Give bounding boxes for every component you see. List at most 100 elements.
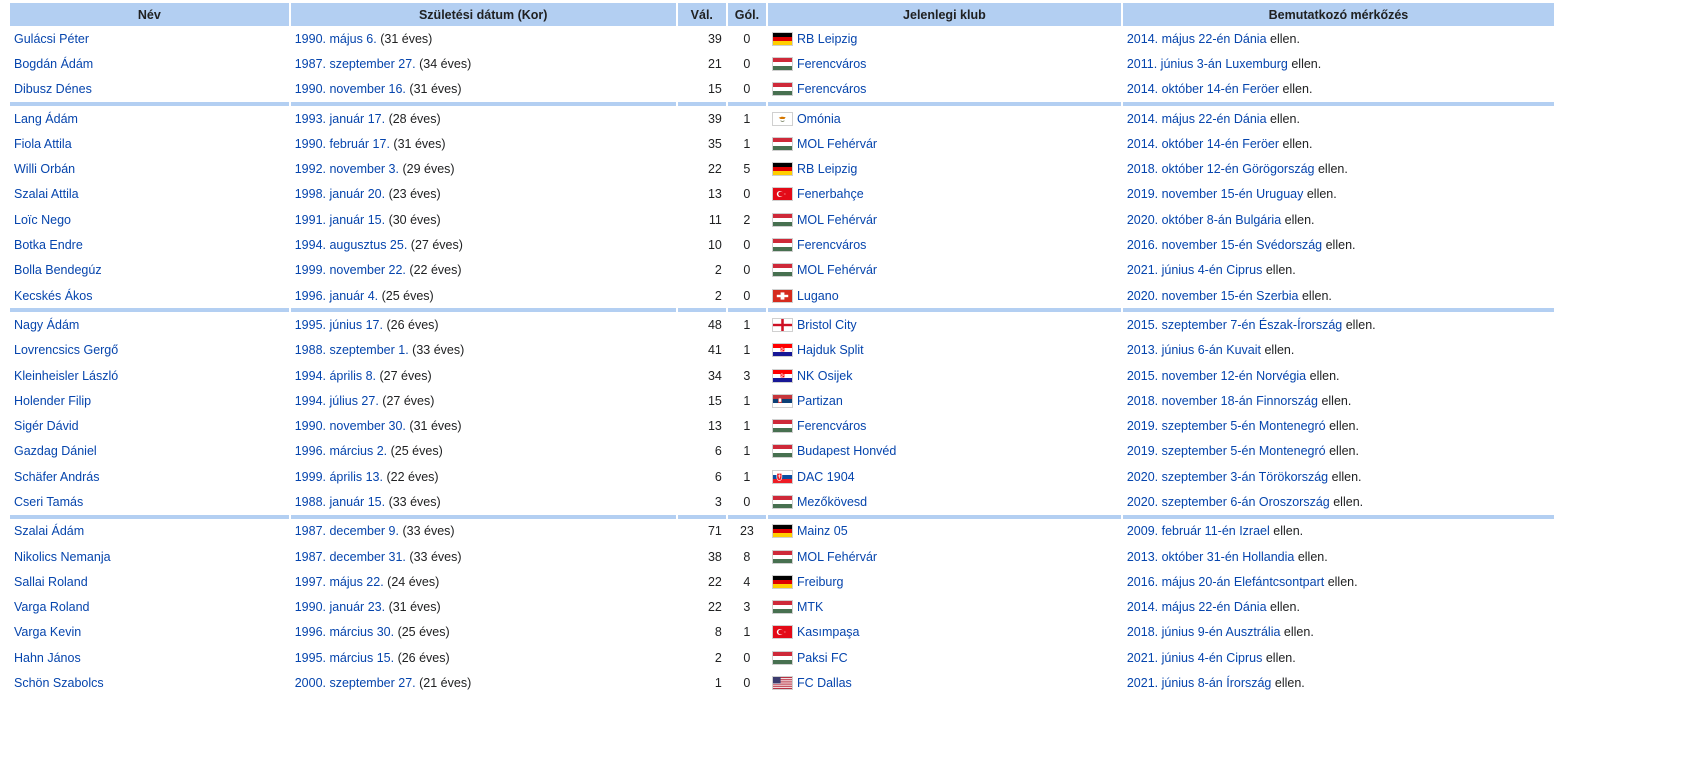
debut-date-link[interactable]: 2015. november 12-én	[1126, 368, 1253, 383]
debut-date-link[interactable]: 2019. szeptember 5-én	[1126, 444, 1256, 459]
birth-date-link[interactable]: 1999. április 13.	[294, 469, 383, 484]
debut-opponent-link[interactable]: Oroszország	[1258, 494, 1330, 509]
debut-opponent-link[interactable]: Feröer	[1242, 82, 1280, 97]
birth-date-link[interactable]: 1996. március 30.	[294, 625, 395, 640]
player-name-link[interactable]: Schäfer András	[14, 469, 100, 484]
player-name-link[interactable]: Varga Roland	[14, 600, 90, 615]
birth-date-link[interactable]: 1990. január 23.	[294, 600, 386, 615]
debut-date-link[interactable]: 2016. május 20-án	[1126, 574, 1231, 589]
debut-opponent-link[interactable]: Luxemburg	[1225, 56, 1288, 71]
debut-date-link[interactable]: 2016. november 15-én	[1126, 238, 1253, 253]
player-name-link[interactable]: Sigér Dávid	[14, 419, 79, 434]
club-link[interactable]: Ferencváros	[796, 419, 867, 434]
debut-date-link[interactable]: 2018. november 18-án	[1126, 393, 1253, 408]
debut-date-link[interactable]: 2015. szeptember 7-én	[1126, 317, 1256, 332]
club-link[interactable]: Ferencváros	[796, 56, 867, 71]
club-link[interactable]: Mainz 05	[796, 524, 848, 539]
birth-date-link[interactable]: 1987. december 9.	[294, 524, 399, 539]
debut-opponent-link[interactable]: Montenegró	[1258, 419, 1326, 434]
birth-date-link[interactable]: 1994. július 27.	[294, 393, 379, 408]
debut-date-link[interactable]: 2009. február 11-én	[1126, 524, 1236, 539]
player-name-link[interactable]: Schön Szabolcs	[14, 676, 104, 691]
debut-opponent-link[interactable]: Izrael	[1239, 524, 1270, 539]
debut-date-link[interactable]: 2014. október 14-én	[1126, 82, 1239, 97]
club-link[interactable]: MTK	[796, 600, 824, 615]
debut-opponent-link[interactable]: Ciprus	[1226, 263, 1263, 278]
player-name-link[interactable]: Nikolics Nemanja	[14, 549, 111, 564]
debut-opponent-link[interactable]: Dánia	[1233, 31, 1267, 46]
debut-opponent-link[interactable]: Szerbia	[1256, 288, 1299, 303]
debut-date-link[interactable]: 2021. június 4-én	[1126, 650, 1223, 665]
club-link[interactable]: Freiburg	[796, 574, 844, 589]
debut-opponent-link[interactable]: Törökország	[1258, 469, 1329, 484]
debut-opponent-link[interactable]: Dánia	[1233, 600, 1267, 615]
debut-date-link[interactable]: 2020. november 15-én	[1126, 288, 1253, 303]
birth-date-link[interactable]: 1993. január 17.	[294, 111, 386, 126]
player-name-link[interactable]: Bolla Bendegúz	[14, 263, 102, 278]
debut-opponent-link[interactable]: Észak-Írország	[1258, 317, 1343, 332]
debut-opponent-link[interactable]: Kuvait	[1226, 343, 1261, 358]
debut-opponent-link[interactable]: Svédország	[1256, 238, 1323, 253]
club-link[interactable]: Lugano	[796, 288, 839, 303]
debut-date-link[interactable]: 2013. október 31-én	[1126, 549, 1239, 564]
birth-date-link[interactable]: 1988. január 15.	[294, 494, 386, 509]
debut-opponent-link[interactable]: Montenegró	[1258, 444, 1326, 459]
player-name-link[interactable]: Dibusz Dénes	[14, 82, 92, 97]
birth-date-link[interactable]: 1998. január 20.	[294, 187, 386, 202]
birth-date-link[interactable]: 1994. április 8.	[294, 368, 377, 383]
birth-date-link[interactable]: 2000. szeptember 27.	[294, 676, 416, 691]
birth-date-link[interactable]: 1994. augusztus 25.	[294, 238, 408, 253]
birth-date-link[interactable]: 1999. november 22.	[294, 263, 406, 278]
player-name-link[interactable]: Botka Endre	[14, 238, 83, 253]
club-link[interactable]: MOL Fehérvár	[796, 263, 878, 278]
debut-date-link[interactable]: 2020. szeptember 6-án	[1126, 494, 1256, 509]
player-name-link[interactable]: Sallai Roland	[14, 574, 88, 589]
birth-date-link[interactable]: 1987. szeptember 27.	[294, 56, 416, 71]
birth-date-link[interactable]: 1997. május 22.	[294, 574, 384, 589]
birth-date-link[interactable]: 1988. szeptember 1.	[294, 343, 409, 358]
debut-date-link[interactable]: 2019. szeptember 5-én	[1126, 419, 1256, 434]
birth-date-link[interactable]: 1992. november 3.	[294, 162, 399, 177]
club-link[interactable]: Paksi FC	[796, 650, 848, 665]
player-name-link[interactable]: Nagy Ádám	[14, 317, 80, 332]
debut-date-link[interactable]: 2020. szeptember 3-án	[1126, 469, 1256, 484]
debut-opponent-link[interactable]: Hollandia	[1242, 549, 1295, 564]
player-name-link[interactable]: Gazdag Dániel	[14, 444, 97, 459]
player-name-link[interactable]: Lovrencsics Gergő	[14, 343, 119, 358]
club-link[interactable]: Ferencváros	[796, 238, 867, 253]
player-name-link[interactable]: Cseri Tamás	[14, 494, 84, 509]
debut-opponent-link[interactable]: Ciprus	[1226, 650, 1263, 665]
player-name-link[interactable]: Kleinheisler László	[14, 368, 119, 383]
player-name-link[interactable]: Varga Kevin	[14, 625, 82, 640]
player-name-link[interactable]: Gulácsi Péter	[14, 31, 90, 46]
debut-date-link[interactable]: 2019. november 15-én	[1126, 187, 1253, 202]
club-link[interactable]: Hajduk Split	[796, 343, 864, 358]
col-header-dob[interactable]: Születési dátum (Kor)	[290, 3, 676, 26]
birth-date-link[interactable]: 1990. február 17.	[294, 136, 390, 151]
club-link[interactable]: Ferencváros	[796, 82, 867, 97]
birth-date-link[interactable]: 1990. november 30.	[294, 419, 406, 434]
col-header-goals[interactable]: Gól.	[727, 3, 766, 26]
club-link[interactable]: MOL Fehérvár	[796, 549, 878, 564]
club-link[interactable]: Omónia	[796, 111, 841, 126]
birth-date-link[interactable]: 1995. június 17.	[294, 317, 383, 332]
col-header-name[interactable]: Név	[10, 3, 289, 26]
club-link[interactable]: RB Leipzig	[796, 162, 858, 177]
birth-date-link[interactable]: 1991. január 15.	[294, 212, 386, 227]
player-name-link[interactable]: Willi Orbán	[14, 162, 76, 177]
debut-date-link[interactable]: 2014. május 22-én	[1126, 31, 1231, 46]
birth-date-link[interactable]: 1996. március 2.	[294, 444, 388, 459]
birth-date-link[interactable]: 1990. május 6.	[294, 31, 377, 46]
debut-date-link[interactable]: 2021. június 4-én	[1126, 263, 1223, 278]
player-name-link[interactable]: Kecskés Ákos	[14, 288, 93, 303]
debut-opponent-link[interactable]: Ausztrália	[1225, 625, 1281, 640]
debut-date-link[interactable]: 2014. október 14-én	[1126, 136, 1239, 151]
player-name-link[interactable]: Loïc Nego	[14, 212, 71, 227]
player-name-link[interactable]: Bogdán Ádám	[14, 56, 94, 71]
debut-date-link[interactable]: 2011. június 3-án	[1126, 56, 1222, 71]
birth-date-link[interactable]: 1996. január 4.	[294, 288, 379, 303]
debut-opponent-link[interactable]: Uruguay	[1256, 187, 1304, 202]
club-link[interactable]: Bristol City	[796, 317, 857, 332]
debut-opponent-link[interactable]: Dánia	[1233, 111, 1267, 126]
debut-date-link[interactable]: 2014. május 22-én	[1126, 111, 1231, 126]
